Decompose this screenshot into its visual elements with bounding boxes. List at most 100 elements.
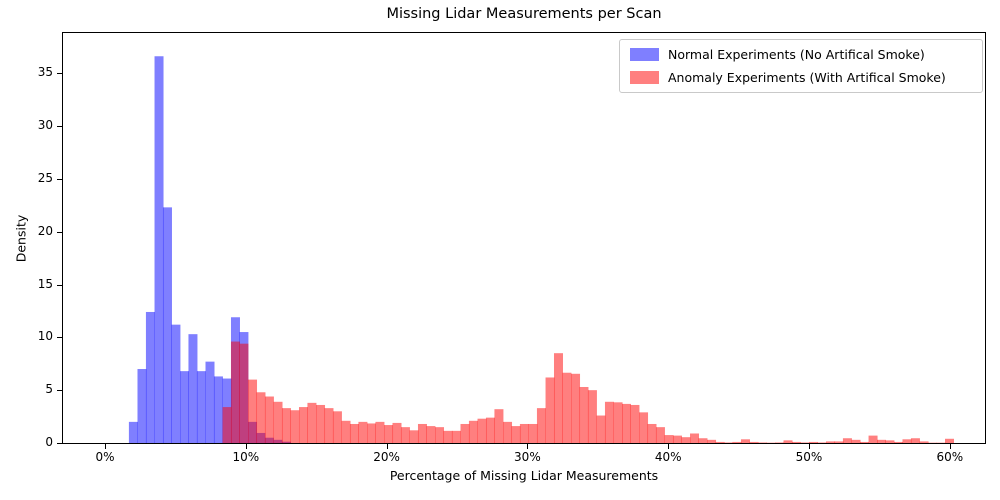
anomaly-histogram-bar bbox=[647, 423, 657, 443]
anomaly-histogram-bar bbox=[791, 441, 801, 443]
normal-histogram-bar bbox=[205, 361, 215, 443]
legend-item-normal: Normal Experiments (No Artifical Smoke) bbox=[620, 47, 982, 62]
anomaly-histogram-bar bbox=[324, 408, 334, 443]
anomaly-histogram-bar bbox=[298, 407, 308, 443]
anomaly-histogram-bar bbox=[613, 402, 623, 443]
anomaly-histogram-bar bbox=[400, 427, 410, 443]
y-tick-mark bbox=[57, 126, 62, 127]
anomaly-histogram-bar bbox=[528, 423, 538, 443]
anomaly-histogram-bar bbox=[349, 423, 359, 443]
anomaly-histogram-bar bbox=[460, 423, 470, 443]
x-tick-label: 10% bbox=[232, 450, 260, 464]
anomaly-histogram-bar bbox=[281, 408, 291, 443]
anomaly-histogram-bar bbox=[341, 420, 351, 443]
anomaly-histogram-bar bbox=[358, 421, 368, 443]
anomaly-histogram-bar bbox=[579, 386, 589, 443]
anomaly-histogram-bar bbox=[740, 439, 750, 443]
anomaly-histogram-bar bbox=[723, 442, 733, 443]
anomaly-histogram-bar bbox=[783, 440, 793, 443]
anomaly-histogram-bar bbox=[417, 423, 427, 443]
anomaly-histogram-bar bbox=[885, 440, 895, 443]
legend-swatch-normal-icon bbox=[630, 48, 659, 62]
y-tick-mark bbox=[57, 284, 62, 286]
y-axis-label: Density bbox=[13, 214, 29, 263]
anomaly-histogram-bar bbox=[587, 390, 597, 443]
anomaly-histogram-bar bbox=[894, 441, 904, 443]
normal-histogram-bar bbox=[128, 421, 138, 443]
anomaly-histogram-bar bbox=[332, 411, 342, 443]
anomaly-histogram-bar bbox=[468, 420, 478, 443]
anomaly-histogram-bar bbox=[443, 430, 453, 443]
anomaly-histogram-bar bbox=[604, 401, 614, 443]
y-tick-label: 5 bbox=[45, 382, 53, 397]
anomaly-histogram-bar bbox=[519, 423, 529, 443]
legend-swatch-anomaly-icon bbox=[630, 70, 659, 84]
chart-title: Missing Lidar Measurements per Scan bbox=[386, 6, 662, 22]
anomaly-histogram-bar bbox=[290, 410, 300, 443]
normal-histogram-bar bbox=[188, 334, 198, 443]
normal-histogram-bar bbox=[145, 311, 155, 443]
anomaly-histogram-bar bbox=[256, 392, 266, 443]
anomaly-histogram-bar bbox=[384, 425, 394, 443]
anomaly-histogram-bar bbox=[877, 439, 886, 443]
anomaly-histogram-bar bbox=[307, 402, 317, 443]
anomaly-histogram-bar bbox=[375, 421, 385, 443]
anomaly-histogram-bar bbox=[868, 435, 878, 443]
anomaly-histogram-bar bbox=[230, 341, 240, 443]
x-tick-mark bbox=[527, 444, 529, 449]
y-tick-label: 20 bbox=[37, 223, 53, 238]
anomaly-histogram-bar bbox=[503, 421, 513, 443]
legend-label-normal: Normal Experiments (No Artifical Smoke) bbox=[668, 47, 925, 63]
anomaly-histogram-bar bbox=[690, 433, 700, 443]
anomaly-histogram-bar bbox=[800, 442, 810, 443]
x-axis-label: Percentage of Missing Lidar Measurements bbox=[389, 468, 659, 483]
anomaly-histogram-bar bbox=[707, 439, 717, 443]
y-tick-mark bbox=[57, 231, 62, 233]
anomaly-histogram-bar bbox=[910, 438, 920, 443]
normal-histogram-bar bbox=[196, 371, 206, 443]
histogram-canvas bbox=[128, 56, 955, 443]
anomaly-histogram-bar bbox=[919, 441, 929, 443]
anomaly-histogram-bar bbox=[859, 441, 869, 443]
anomaly-histogram-bar bbox=[367, 423, 376, 443]
y-tick-label: 15 bbox=[37, 276, 53, 291]
x-tick-label: 60% bbox=[936, 450, 964, 464]
anomaly-histogram-bar bbox=[485, 417, 495, 443]
y-tick-mark bbox=[57, 390, 62, 392]
y-tick-label: 0 bbox=[45, 435, 53, 449]
anomaly-histogram-bar bbox=[630, 404, 640, 443]
anomaly-histogram-bar bbox=[562, 372, 572, 443]
anomaly-histogram-bar bbox=[749, 441, 759, 443]
anomaly-histogram-bar bbox=[639, 412, 649, 443]
anomaly-histogram-bar bbox=[842, 438, 852, 443]
anomaly-histogram-bar bbox=[545, 377, 555, 443]
anomaly-histogram-bar bbox=[264, 396, 274, 443]
anomaly-histogram-bar bbox=[511, 426, 521, 443]
anomaly-histogram-bar bbox=[834, 441, 844, 443]
anomaly-histogram-bar bbox=[851, 439, 861, 443]
y-tick-mark bbox=[57, 178, 62, 180]
x-tick-label: 40% bbox=[654, 450, 682, 464]
x-tick-label: 50% bbox=[795, 450, 823, 464]
y-tick-mark bbox=[57, 337, 62, 339]
anomaly-histogram-bar bbox=[715, 441, 725, 443]
anomaly-histogram-bar bbox=[536, 408, 546, 443]
anomaly-histogram-bar bbox=[239, 343, 249, 443]
anomaly-histogram-bar bbox=[435, 427, 445, 443]
x-tick-label: 30% bbox=[514, 450, 541, 464]
legend-label-anomaly: Anomaly Experiments (With Artifical Smok… bbox=[668, 69, 946, 85]
anomaly-histogram-bar bbox=[222, 407, 232, 443]
anomaly-histogram-bar bbox=[664, 435, 674, 443]
legend-item-anomaly: Anomaly Experiments (With Artifical Smok… bbox=[620, 70, 982, 85]
anomaly-histogram-bar bbox=[808, 441, 818, 443]
anomaly-histogram-bar bbox=[945, 438, 955, 443]
x-tick-mark bbox=[105, 444, 106, 449]
anomaly-histogram-bar bbox=[571, 373, 581, 443]
anomaly-histogram-bar bbox=[732, 441, 742, 443]
anomaly-histogram-bar bbox=[775, 442, 785, 443]
anomaly-histogram-bar bbox=[817, 442, 827, 443]
y-tick-label: 35 bbox=[37, 65, 53, 80]
x-tick-mark bbox=[949, 444, 951, 449]
anomaly-histogram-bar bbox=[316, 404, 326, 443]
